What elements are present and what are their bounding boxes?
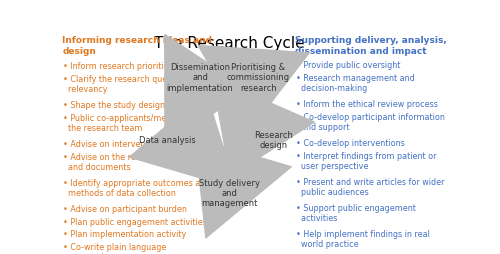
Text: • Co-develop participant information
  and support: • Co-develop participant information and… xyxy=(296,113,444,131)
Text: • Identify appropriate outcomes and
  methods of data collection: • Identify appropriate outcomes and meth… xyxy=(64,178,210,197)
Text: Data analysis: Data analysis xyxy=(139,136,196,145)
Text: • Co-write plain language
  summaries: • Co-write plain language summaries xyxy=(64,243,166,254)
Text: Research
design: Research design xyxy=(254,130,293,150)
Text: • Inform research priorities: • Inform research priorities xyxy=(64,62,173,71)
Text: • Advise on participant burden: • Advise on participant burden xyxy=(64,204,187,213)
Text: • Interpret findings from patient or
  user perspective: • Interpret findings from patient or use… xyxy=(296,151,436,170)
Text: • Support public engagement
  activities: • Support public engagement activities xyxy=(296,203,416,222)
Text: The Research Cycle: The Research Cycle xyxy=(154,36,304,51)
Text: • Advise on the recruitment strategy
  and documents: • Advise on the recruitment strategy and… xyxy=(64,152,212,171)
Text: • Plan implementation activity: • Plan implementation activity xyxy=(64,230,186,239)
Text: • Public co-applicants/member of
  the research team: • Public co-applicants/member of the res… xyxy=(64,113,198,132)
Text: • Shape the study design: • Shape the study design xyxy=(64,101,166,109)
Text: • Advise on interventions: • Advise on interventions xyxy=(64,139,166,148)
Text: Supporting delivery, analysis,
dissemination and impact: Supporting delivery, analysis, dissemina… xyxy=(295,36,447,56)
Text: Dissemination
and
implementation: Dissemination and implementation xyxy=(166,62,234,92)
Text: Study delivery
and
management: Study delivery and management xyxy=(198,178,260,208)
Text: • Co-develop interventions: • Co-develop interventions xyxy=(296,138,405,147)
Text: • Present and write articles for wider
  public audiences: • Present and write articles for wider p… xyxy=(296,177,444,196)
Text: Informing research ideas and
design: Informing research ideas and design xyxy=(62,36,212,56)
Text: • Research management and
  decision-making: • Research management and decision-makin… xyxy=(296,74,414,93)
Text: • Provide public oversight: • Provide public oversight xyxy=(296,61,400,70)
Text: • Help implement findings in real
  world practice: • Help implement findings in real world … xyxy=(296,229,430,248)
Text: • Inform the ethical review process: • Inform the ethical review process xyxy=(296,100,438,108)
Text: Prioritising &
commissioning
research: Prioritising & commissioning research xyxy=(226,62,290,92)
Text: • Clarify the research question and
  relevancy: • Clarify the research question and rele… xyxy=(64,75,204,94)
Text: • Plan public engagement activities: • Plan public engagement activities xyxy=(64,217,207,226)
